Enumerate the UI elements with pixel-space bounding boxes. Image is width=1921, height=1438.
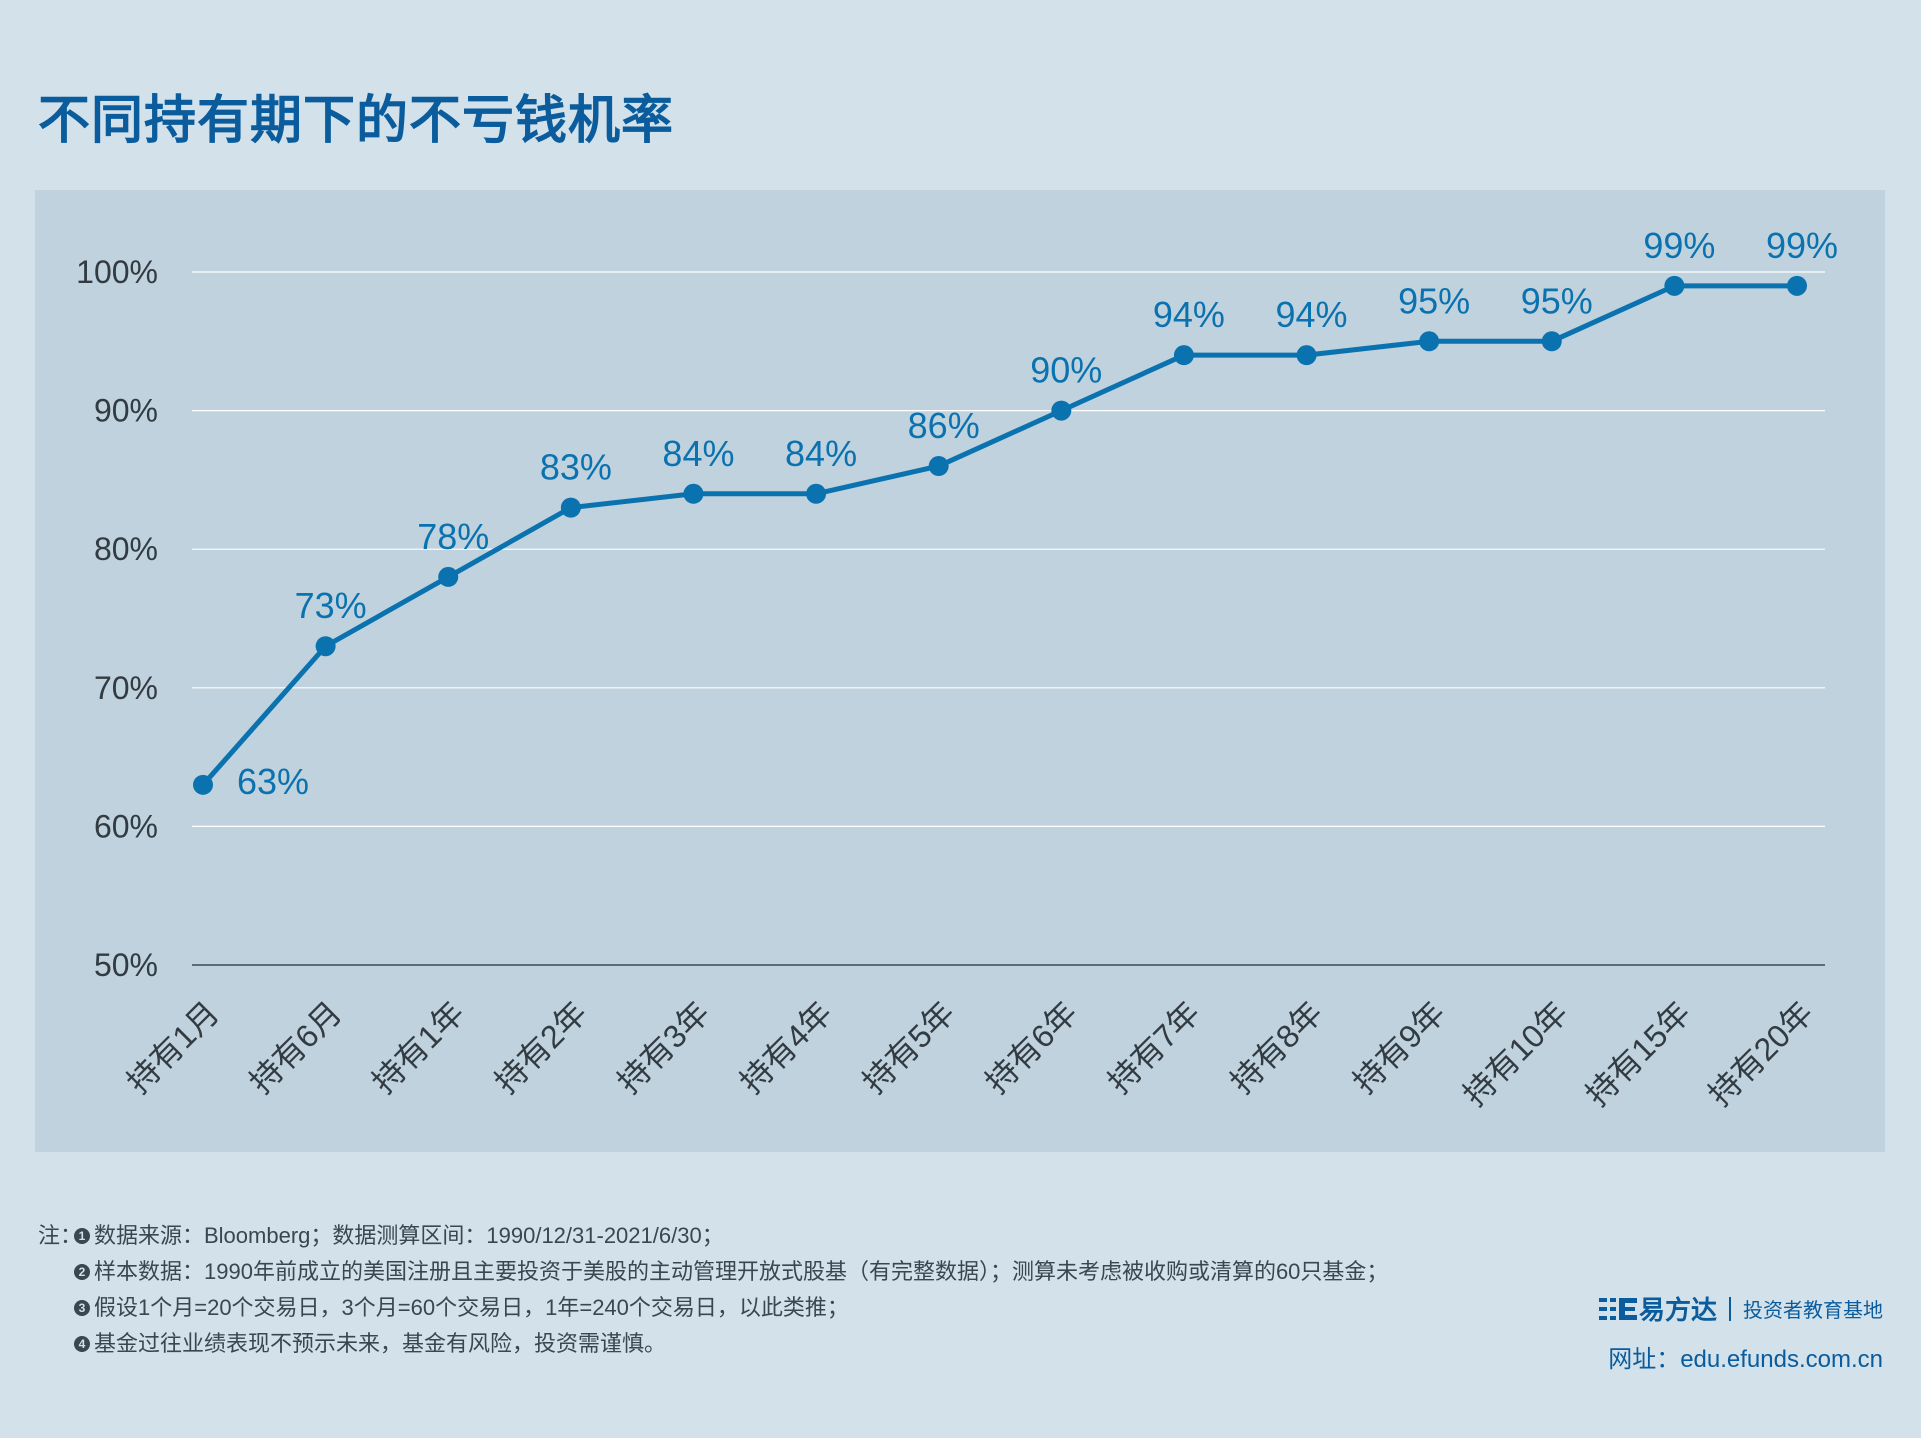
notes: 注： 1 数据来源：Bloomberg；数据测算区间：1990/12/31-20…	[38, 1218, 1388, 1362]
data-label: 99%	[1643, 225, 1715, 266]
note-line-1: 注： 1 数据来源：Bloomberg；数据测算区间：1990/12/31-20…	[38, 1218, 1388, 1254]
x-tick-label: 持有9年	[1346, 994, 1452, 1100]
y-tick-label: 70%	[94, 670, 158, 706]
data-label: 73%	[295, 585, 367, 626]
data-point	[1051, 400, 1072, 421]
y-tick-label: 50%	[94, 947, 158, 983]
x-tick-label: 持有1年	[365, 994, 471, 1100]
brand-url: 网址：edu.efunds.com.cn	[1608, 1346, 1883, 1373]
note-line-4: 4 基金过往业绩表现不预示未来，基金有风险，投资需谨慎。	[38, 1326, 1388, 1362]
y-tick-label: 90%	[94, 393, 158, 429]
brand-subtitle: 投资者教育基地	[1743, 1300, 1883, 1322]
data-point	[1173, 345, 1194, 366]
note-text-1: 数据来源：Bloomberg；数据测算区间：1990/12/31-2021/6/…	[94, 1223, 724, 1248]
page-title: 不同持有期下的不亏钱机率	[38, 92, 675, 150]
data-point	[1541, 331, 1562, 352]
note-line-3: 3 假设1个月=20个交易日，3个月=60个交易日，1年=240个交易日，以此类…	[38, 1290, 1388, 1326]
data-point	[438, 566, 459, 587]
brand-logo-icon	[1598, 1297, 1637, 1320]
x-tick-label: 持有3年	[610, 994, 716, 1100]
note-line-2: 2 样本数据：1990年前成立的美国注册且主要投资于美股的主动管理开放式股基（有…	[38, 1254, 1388, 1290]
y-tick-label: 80%	[94, 531, 158, 567]
data-label: 95%	[1398, 280, 1470, 321]
line-chart: 50%60%70%80%90%100%持有1月 持有6月 持有1年 持有2年 持有3年持…	[76, 225, 1838, 1113]
brand-logo: 易方达	[1598, 1290, 1717, 1327]
series-line	[200, 283, 1800, 788]
note-text-2: 样本数据：1990年前成立的美国注册且主要投资于美股的主动管理开放式股基（有完整…	[94, 1259, 1389, 1284]
data-point	[928, 456, 949, 477]
x-tick-label: 持有1月	[120, 994, 226, 1100]
data-point	[1664, 275, 1685, 296]
data-point	[193, 774, 213, 795]
data-label: 86%	[908, 405, 980, 446]
x-tick-label: 持有5年	[856, 994, 962, 1100]
x-tick-label: 持有7年	[1101, 994, 1207, 1100]
note-text-4: 基金过往业绩表现不预示未来，基金有风险，投资需谨慎。	[94, 1331, 667, 1356]
note-number-1-icon: 1	[74, 1228, 90, 1244]
y-tick-label: 60%	[94, 808, 158, 844]
data-point	[560, 497, 581, 518]
data-label: 84%	[785, 433, 857, 474]
data-point	[315, 636, 336, 657]
data-point	[806, 483, 827, 504]
notes-prefix: 注：	[38, 1223, 83, 1248]
x-tick-label: 持有4年	[733, 994, 839, 1100]
data-label: 63%	[237, 761, 309, 802]
data-label: 84%	[662, 433, 734, 474]
x-tick-label: 持有8年	[1224, 994, 1330, 1100]
data-point	[1787, 275, 1807, 296]
y-tick-label: 100%	[76, 254, 158, 290]
chart-panel: 50% 60% 70% 80% 90% 100% 持有1月 持有6月 持有1年 持有2年 持有3年持…	[35, 190, 1885, 1152]
x-tick-label: 持有6月	[243, 994, 349, 1100]
data-label: 94%	[1276, 294, 1348, 335]
note-text-3: 假设1个月=20个交易日，3个月=60个交易日，1年=240个交易日，以此类推；	[94, 1295, 849, 1320]
data-label: 95%	[1521, 280, 1593, 321]
brand-name: 易方达	[1638, 1295, 1717, 1325]
note-number-2-icon: 2	[74, 1264, 90, 1280]
x-tick-label: 持有6年	[978, 994, 1084, 1100]
x-tick-label: 持有2年	[488, 994, 594, 1100]
data-point	[1419, 331, 1440, 352]
data-label: 78%	[417, 516, 489, 557]
note-number-3-icon: 3	[74, 1300, 90, 1316]
data-point	[1296, 345, 1317, 366]
data-label: 90%	[1030, 350, 1102, 391]
x-tick-label: 持有10年	[1456, 994, 1575, 1113]
brand-divider	[1729, 1296, 1731, 1321]
data-label: 94%	[1153, 294, 1225, 335]
brand-block: 易方达 投资者教育基地 网址：edu.efunds.com.cn	[1598, 1290, 1883, 1374]
x-tick-label: 持有15年	[1579, 994, 1698, 1113]
data-label: 99%	[1766, 225, 1838, 266]
note-number-4-icon: 4	[74, 1336, 90, 1352]
data-point	[683, 483, 704, 504]
data-label: 83%	[540, 447, 612, 488]
x-tick-label: 持有20年	[1701, 994, 1820, 1113]
